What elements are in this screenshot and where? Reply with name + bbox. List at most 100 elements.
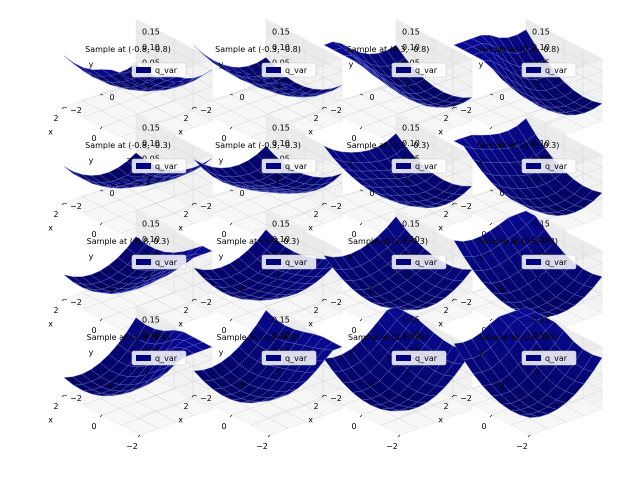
legend-box — [391, 350, 447, 366]
surface-facet — [453, 41, 473, 51]
y-tick — [193, 202, 198, 205]
y-tick-label: −2 — [460, 298, 472, 307]
y-tick — [453, 298, 458, 301]
x-axis-label: x — [438, 416, 443, 425]
legend: q_var — [131, 254, 187, 270]
surface-facet — [453, 240, 473, 258]
y-tick — [99, 93, 104, 96]
y-axis-label: y — [349, 156, 354, 165]
y-axis-label: y — [349, 348, 354, 357]
y-tick — [453, 394, 458, 397]
x-tick — [61, 202, 65, 206]
gridline — [82, 221, 156, 310]
legend-label: q_var — [415, 354, 438, 363]
legend: q_var — [521, 158, 577, 174]
x-tick — [99, 126, 103, 130]
legend: q_var — [261, 350, 317, 366]
legend-swatch — [396, 163, 411, 169]
legend-box — [261, 350, 317, 366]
x-tick-label: 2 — [53, 402, 58, 411]
x-axis-label: x — [48, 224, 53, 233]
x-tick-label: 0 — [221, 230, 226, 239]
x-tick-label: 0 — [351, 230, 356, 239]
surface-facet — [193, 267, 213, 281]
y-tick — [395, 368, 400, 371]
y-tick — [489, 381, 494, 384]
surface-facet — [453, 137, 474, 149]
z-tick-label: 0.15 — [142, 219, 160, 228]
subplot-title: Sample at (-0.3, -0.8) — [215, 45, 301, 54]
x-axis-label: x — [438, 320, 443, 329]
y-tick-label: −2 — [200, 106, 212, 115]
x-tick-label: 0 — [91, 422, 96, 431]
x-tick — [359, 126, 363, 130]
z-tick-label: 0.15 — [272, 219, 290, 228]
y-tick — [63, 394, 68, 397]
z-tick-label: 0.10 — [402, 331, 420, 340]
legend-box — [521, 62, 577, 78]
y-tick-label: 2 — [145, 368, 150, 377]
x-tick — [191, 202, 195, 206]
x-tick-label: 2 — [313, 306, 318, 315]
x-tick — [191, 394, 195, 398]
legend-label: q_var — [285, 66, 308, 75]
x-tick-label: 2 — [313, 114, 318, 123]
y-tick-label: 2 — [145, 176, 150, 185]
y-tick-label: 0 — [369, 285, 374, 294]
subplot-title: Sample at (-0.3, 0.3) — [217, 237, 300, 246]
y-tick-label: 0 — [499, 285, 504, 294]
legend-swatch — [136, 355, 151, 361]
x-tick — [229, 318, 233, 322]
x-axis-label: x — [178, 320, 183, 329]
y-tick — [135, 272, 140, 275]
z-tick-label: 0.10 — [402, 139, 420, 148]
x-tick-label: 0 — [221, 422, 226, 431]
x-tick-label: 2 — [183, 114, 188, 123]
y-tick-label: 2 — [535, 176, 540, 185]
y-axis-label: y — [219, 348, 224, 357]
x-tick — [489, 318, 493, 322]
x-tick — [489, 222, 493, 226]
y-tick-label: 0 — [239, 285, 244, 294]
y-tick — [135, 80, 140, 83]
z-tick-label: 0.10 — [272, 43, 290, 52]
legend-label: q_var — [545, 162, 568, 171]
x-tick — [229, 414, 233, 418]
legend-label: q_var — [415, 66, 438, 75]
y-tick-label: −2 — [70, 298, 82, 307]
x-tick-label: 0 — [351, 422, 356, 431]
y-tick-label: 0 — [109, 285, 114, 294]
surface-facet — [323, 255, 343, 271]
gridline — [101, 231, 175, 320]
legend-box — [261, 62, 317, 78]
legend: q_var — [391, 254, 447, 270]
legend-swatch — [526, 355, 541, 361]
x-axis-label: x — [308, 224, 313, 233]
gridline — [101, 135, 175, 224]
subplot-title: Sample at (0.3, 0.3) — [348, 237, 428, 246]
gridline — [101, 39, 175, 128]
z-tick-label: 0.10 — [402, 235, 420, 244]
y-tick — [323, 394, 328, 397]
legend-swatch — [396, 355, 411, 361]
legend: q_var — [391, 62, 447, 78]
x-tick-label: −2 — [516, 442, 528, 451]
x-axis-label: x — [178, 224, 183, 233]
surface-facet — [193, 45, 213, 63]
y-tick — [63, 106, 68, 109]
y-axis-label: y — [89, 60, 94, 69]
y-tick-label: 0 — [109, 381, 114, 390]
y-tick — [525, 80, 530, 83]
y-axis-label: y — [479, 156, 484, 165]
legend: q_var — [261, 158, 317, 174]
gridline — [265, 46, 343, 114]
legend-label: q_var — [155, 354, 178, 363]
x-tick — [451, 298, 455, 302]
z-tick-label: 0.10 — [402, 43, 420, 52]
y-tick-label: 0 — [109, 93, 114, 102]
